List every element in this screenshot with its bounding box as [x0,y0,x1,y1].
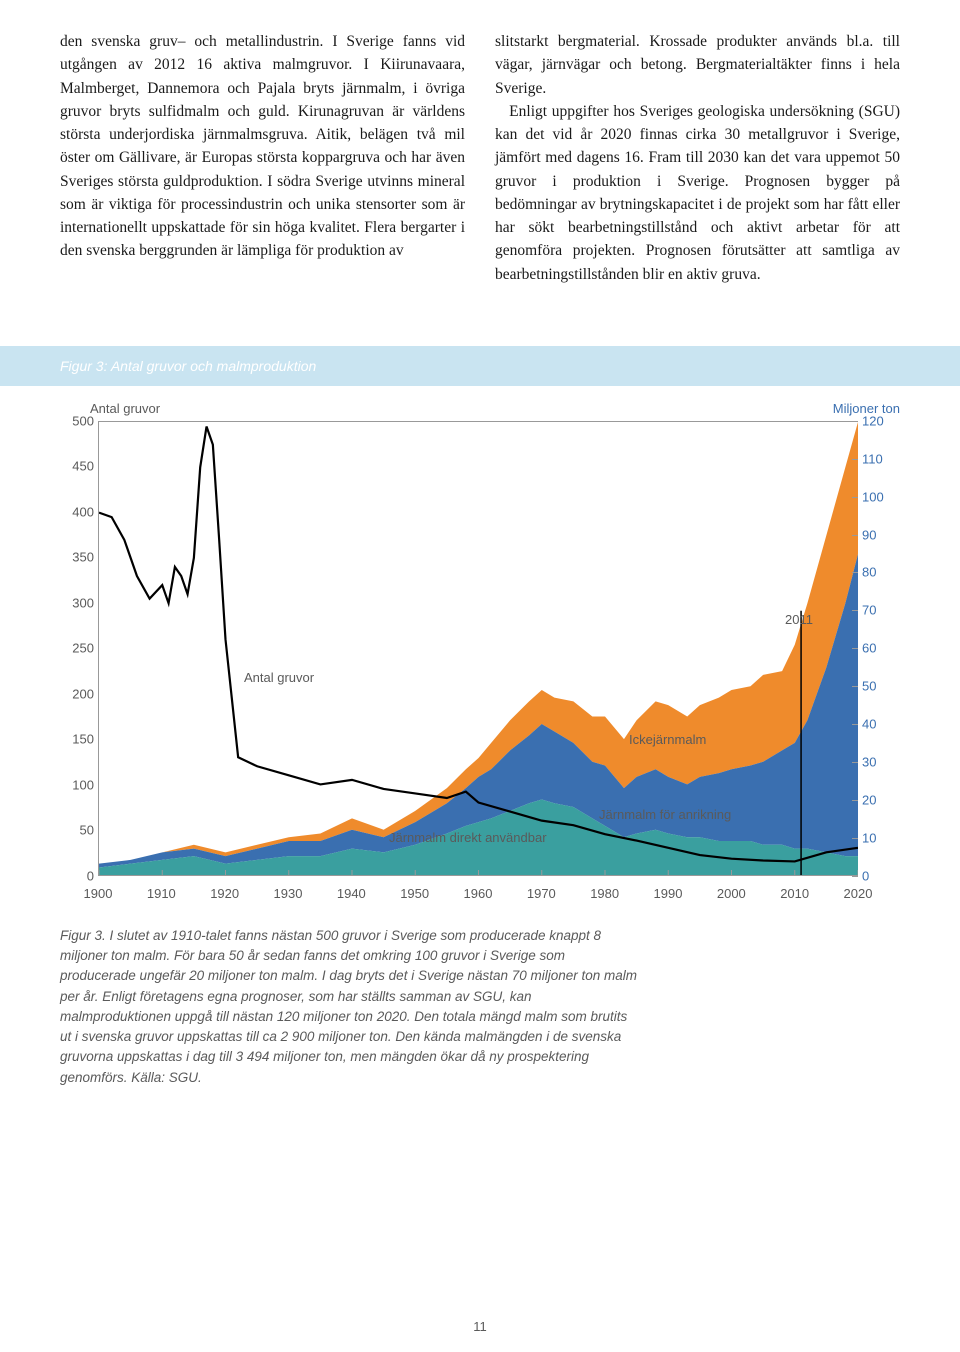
left-axis-title: Antal gruvor [90,401,160,416]
y-right-tick-label: 50 [862,679,900,694]
x-tick-label: 1920 [210,886,239,901]
y-right-tick [852,497,858,498]
x-tick-label: 1930 [274,886,303,901]
y-right-tick [852,459,858,460]
series-label-direct: Järnmalm direkt användbar [389,830,547,845]
y-right-tick [852,648,858,649]
y-right-tick [852,572,858,573]
x-tick-label: 1960 [464,886,493,901]
x-tick-label: 2020 [844,886,873,901]
y-right-tick-label: 90 [862,527,900,542]
y-left-tick-label: 50 [60,823,94,838]
chart: Antal gruvor Miljoner ton Antal gruvor I… [60,421,900,901]
y-left-tick-label: 450 [60,459,94,474]
series-label-enrichment: Järnmalm för anrikning [599,807,731,822]
y-left-tick-label: 400 [60,504,94,519]
y-left-tick-label: 250 [60,641,94,656]
plot-area: Antal gruvor Ickejärnmalm Järnmalm för a… [98,421,858,876]
x-tick-label: 1970 [527,886,556,901]
page-number: 11 [473,1319,487,1334]
y-right-tick [852,421,858,422]
y-right-tick [852,610,858,611]
y-right-tick [852,762,858,763]
x-tick-label: 1900 [84,886,113,901]
y-right-tick-label: 120 [862,413,900,428]
y-left-tick-label: 300 [60,595,94,610]
y-right-tick-label: 30 [862,755,900,770]
y-left-tick-label: 200 [60,686,94,701]
x-tick-label: 1940 [337,886,366,901]
y-right-tick-label: 20 [862,792,900,807]
y-right-tick-label: 40 [862,717,900,732]
body-text-columns: den svenska gruv– och metallindustrin. I… [60,30,900,286]
text-column-right: slitstarkt bergmaterial. Krossade produk… [495,30,900,286]
y-left-tick-label: 500 [60,413,94,428]
y-left-tick-label: 350 [60,550,94,565]
y-right-tick-label: 0 [862,868,900,883]
y-right-tick-label: 100 [862,489,900,504]
series-label-nonferrous: Ickejärnmalm [629,732,706,747]
figure-title-text: Figur 3: Antal gruvor och malmproduktion [60,358,316,374]
year-marker-label: 2011 [785,612,813,627]
y-left-tick-label: 0 [60,868,94,883]
y-right-tick [852,876,858,877]
x-tick-label: 2000 [717,886,746,901]
y-left-tick-label: 100 [60,777,94,792]
y-right-tick-label: 80 [862,565,900,580]
x-tick-label: 1980 [590,886,619,901]
y-right-tick [852,838,858,839]
y-right-tick-label: 10 [862,830,900,845]
y-right-tick [852,686,858,687]
x-tick-label: 1910 [147,886,176,901]
figure-caption: Figur 3. I slutet av 1910-talet fanns nä… [60,926,640,1088]
y-right-tick [852,535,858,536]
x-tick-label: 1990 [654,886,683,901]
y-right-tick-label: 70 [862,603,900,618]
y-left-tick-label: 150 [60,732,94,747]
series-label-mines: Antal gruvor [244,670,314,685]
y-right-tick-label: 60 [862,641,900,656]
y-right-tick [852,724,858,725]
y-right-tick [852,800,858,801]
figure-title-banner: Figur 3: Antal gruvor och malmproduktion [0,346,960,386]
chart-svg [99,422,858,875]
x-tick-label: 1950 [400,886,429,901]
y-right-tick-label: 110 [862,451,900,466]
text-column-left: den svenska gruv– och metallindustrin. I… [60,30,465,286]
x-tick-label: 2010 [780,886,809,901]
